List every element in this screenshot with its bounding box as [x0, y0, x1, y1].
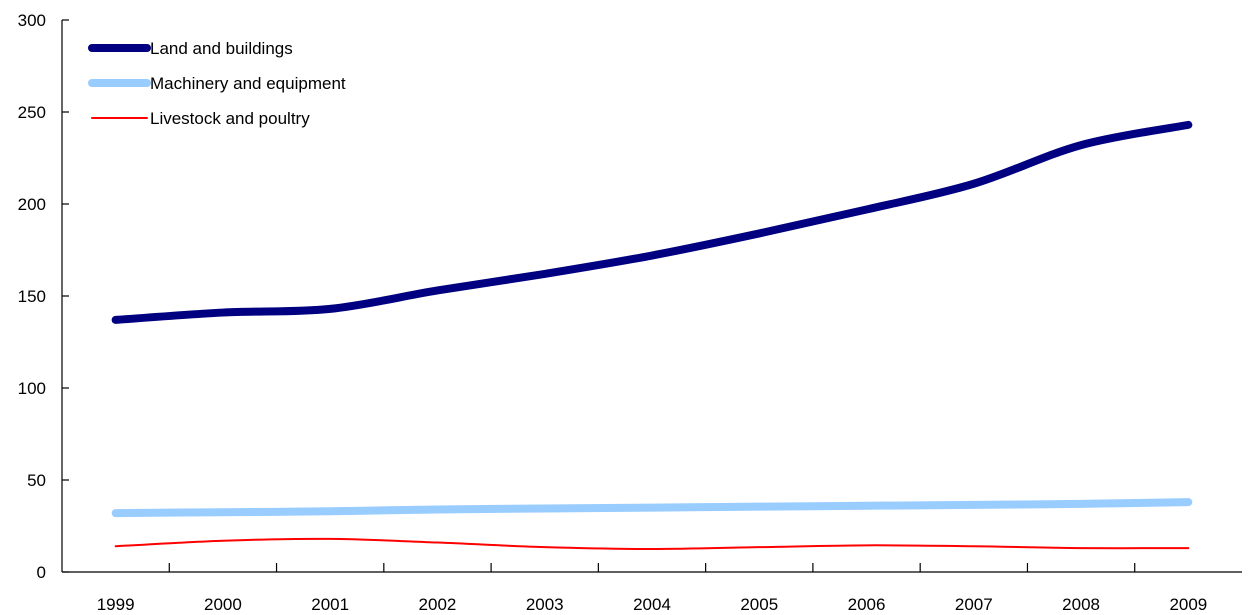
y-tick-label: 300: [18, 11, 46, 30]
x-tick-label: 2002: [419, 595, 457, 614]
x-tick-label: 2007: [955, 595, 993, 614]
x-tick-label: 2004: [633, 595, 671, 614]
series-line-land-and-buildings: [111, 120, 1193, 324]
y-axis-ticks: 0 50 100 150 200 250 300: [18, 11, 69, 582]
series-line-machinery-and-equipment: [111, 498, 1193, 518]
x-tick-label: 2005: [740, 595, 778, 614]
legend-label: Land and buildings: [150, 39, 293, 58]
legend: Land and buildings Machinery and equipmen…: [88, 39, 346, 128]
x-tick-label: 2001: [311, 595, 349, 614]
legend-label: Machinery and equipment: [150, 74, 346, 93]
y-tick-label: 100: [18, 379, 46, 398]
x-tick-label: 2008: [1062, 595, 1100, 614]
series-line-livestock-and-poultry: [114, 537, 1190, 550]
x-tick-label: 2000: [204, 595, 242, 614]
x-tick-label: 1999: [97, 595, 135, 614]
x-tick-label: 2009: [1169, 595, 1207, 614]
x-tick-label: 2006: [848, 595, 886, 614]
axes: [61, 20, 1242, 573]
legend-label: Livestock and poultry: [150, 109, 310, 128]
y-tick-label: 200: [18, 195, 46, 214]
y-tick-label: 250: [18, 103, 46, 122]
series-lines: [111, 120, 1193, 550]
y-tick-label: 150: [18, 287, 46, 306]
y-tick-label: 0: [37, 563, 46, 582]
x-tick-label: 2003: [526, 595, 564, 614]
y-tick-label: 50: [27, 471, 46, 490]
x-axis-ticks: 1999 2000 2001 2002 2003 2004 2005 2006 2007 2008…: [97, 563, 1207, 614]
